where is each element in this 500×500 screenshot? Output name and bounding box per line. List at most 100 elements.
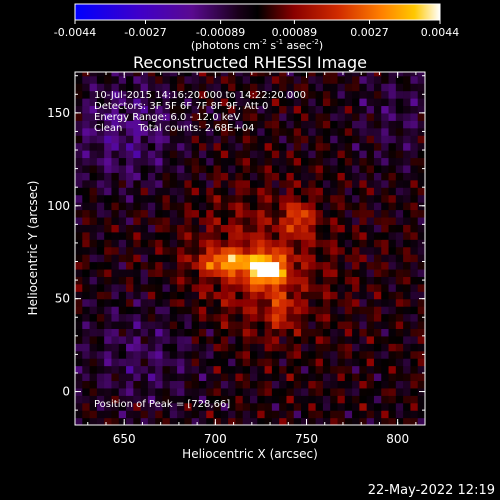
heat-cell <box>301 365 309 374</box>
heat-cell <box>162 83 171 92</box>
heat-cell <box>133 135 142 144</box>
heat-cell <box>301 98 309 107</box>
heat-cell <box>126 372 134 382</box>
heat-cell <box>417 112 425 121</box>
heat-cell <box>96 268 105 277</box>
heat-cell <box>403 179 412 188</box>
heat-cell <box>96 157 105 166</box>
heat-cell <box>410 224 419 233</box>
heat-cell <box>286 75 295 84</box>
heat-cell <box>82 157 91 166</box>
heat-cell <box>388 127 397 136</box>
heat-cell <box>191 283 200 292</box>
heat-cell <box>250 410 258 419</box>
heat-cell <box>118 75 127 84</box>
colorbar-tick-label: -0.00089 <box>196 26 245 39</box>
heat-cell <box>198 350 207 359</box>
heat-cell <box>381 120 390 129</box>
heat-cell <box>133 105 142 114</box>
heat-cell <box>220 306 229 315</box>
heat-cell <box>395 380 404 389</box>
heat-cell <box>213 75 222 84</box>
heat-cell <box>286 291 295 300</box>
heat-cell <box>366 98 375 107</box>
heat-cell <box>111 127 120 136</box>
heat-cell <box>96 202 105 211</box>
heat-cell <box>242 417 251 425</box>
heat-cell <box>147 231 156 240</box>
heat-cell <box>322 75 331 84</box>
heat-cell <box>155 387 164 396</box>
colorbar-tick-label: -0.0044 <box>54 26 96 39</box>
heat-cell <box>366 276 375 285</box>
heat-cell <box>155 164 164 173</box>
heat-cell <box>359 343 368 352</box>
heat-cell <box>403 358 412 367</box>
heat-cell <box>366 120 375 129</box>
heat-cell <box>388 395 397 404</box>
heat-cell <box>198 268 207 277</box>
heat-cell <box>213 306 222 315</box>
heat-cell <box>417 142 425 151</box>
heat-cell <box>308 410 317 419</box>
heat-cell <box>293 72 302 77</box>
heat-cell <box>395 350 404 359</box>
heat-cell <box>388 209 397 218</box>
heat-cell <box>155 261 164 270</box>
heat-cell <box>169 239 178 248</box>
heat-cell <box>89 268 98 277</box>
heat-cell <box>388 187 397 196</box>
heat-cell <box>104 239 113 248</box>
heat-cell <box>126 410 134 419</box>
heat-cell <box>184 172 193 181</box>
heat-cell <box>213 291 222 300</box>
heat-cell <box>228 358 237 367</box>
heat-cell <box>301 239 309 248</box>
heat-cell <box>337 291 346 300</box>
heat-cell <box>147 75 156 84</box>
heat-cell <box>82 380 91 389</box>
heat-cell <box>89 320 98 329</box>
heat-cell <box>118 112 127 121</box>
heat-cell <box>147 283 156 292</box>
heat-cell <box>184 142 193 151</box>
heat-cell <box>140 239 149 248</box>
heat-cell <box>403 328 412 337</box>
heat-cell <box>220 209 229 218</box>
heat-cell <box>191 254 200 263</box>
heat-cell <box>381 98 390 107</box>
heat-cell <box>242 98 251 107</box>
heat-cell <box>381 261 390 270</box>
x-tick-label: 750 <box>295 432 318 446</box>
heat-cell <box>213 246 222 255</box>
heat-cell <box>330 231 339 240</box>
heat-cell <box>417 120 425 129</box>
heat-cell <box>198 387 207 396</box>
heat-cell <box>279 83 288 92</box>
heat-cell <box>111 320 120 329</box>
heat-cell <box>395 261 404 270</box>
heat-cell <box>308 202 317 211</box>
heat-cell <box>257 135 266 144</box>
heat-cell <box>301 283 309 292</box>
heat-cell <box>206 142 215 151</box>
heat-cell <box>169 328 178 337</box>
heat-cell <box>147 90 156 99</box>
heat-cell <box>410 135 419 144</box>
heat-cell <box>191 298 200 307</box>
heat-cell <box>118 90 127 99</box>
heat-cell <box>286 142 295 151</box>
heat-cell <box>169 246 178 255</box>
heat-cell <box>177 254 185 263</box>
heat-cell <box>228 417 237 425</box>
heat-cell <box>220 224 229 233</box>
heat-cell <box>104 328 113 337</box>
heat-cell <box>184 135 193 144</box>
heat-cell <box>301 328 309 337</box>
heat-cell <box>359 157 368 166</box>
heat-cell <box>344 187 353 196</box>
heat-cell <box>111 328 120 337</box>
heat-cell <box>293 164 302 173</box>
heat-cell <box>104 395 113 404</box>
heat-cell <box>410 231 419 240</box>
